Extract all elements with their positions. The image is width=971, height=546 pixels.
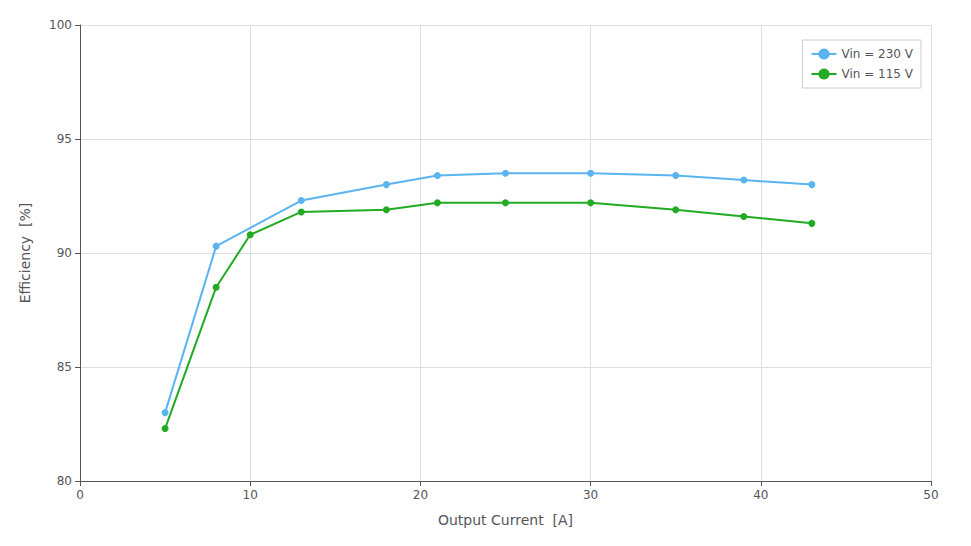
svg-text:Efficiency [%]: Efficiency [%]: [17, 203, 33, 304]
svg-text:40: 40: [753, 488, 768, 502]
svg-text:Vin = 115 V: Vin = 115 V: [842, 67, 914, 81]
svg-text:Output Current [A]: Output Current [A]: [438, 512, 573, 528]
svg-text:10: 10: [243, 488, 258, 502]
svg-text:0: 0: [76, 488, 84, 502]
svg-text:95: 95: [57, 132, 72, 146]
svg-text:30: 30: [583, 488, 598, 502]
svg-text:85: 85: [57, 360, 72, 374]
svg-text:80: 80: [57, 474, 72, 488]
svg-text:50: 50: [923, 488, 938, 502]
svg-text:20: 20: [413, 488, 428, 502]
svg-text:90: 90: [57, 246, 72, 260]
svg-text:100: 100: [49, 18, 72, 32]
svg-text:Vin = 230 V: Vin = 230 V: [842, 47, 914, 61]
